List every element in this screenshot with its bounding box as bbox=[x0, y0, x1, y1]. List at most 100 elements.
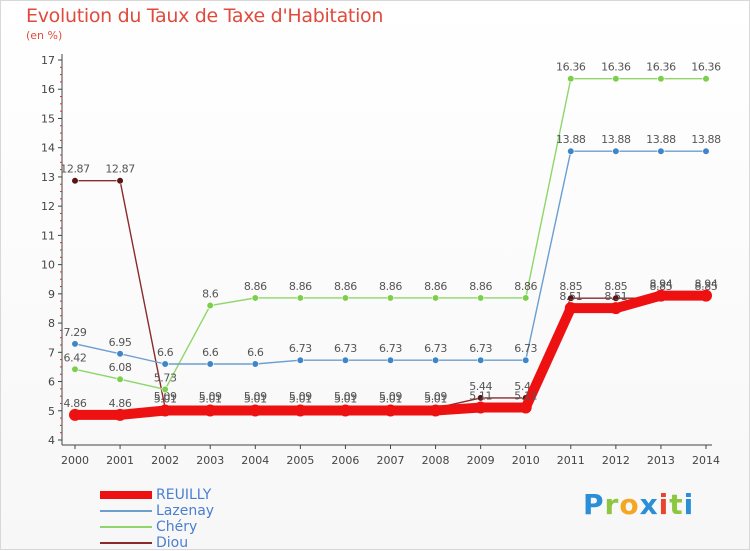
data-label: 6.73 bbox=[334, 342, 357, 355]
x-tick-label: 2002 bbox=[151, 454, 179, 467]
legend-item-chéry: Chéry bbox=[100, 519, 214, 535]
y-tick-label: 5 bbox=[48, 405, 55, 418]
x-tick-label: 2013 bbox=[647, 454, 675, 467]
data-point bbox=[702, 147, 710, 155]
data-label: 8.86 bbox=[244, 280, 267, 293]
legend-swatch bbox=[100, 510, 152, 512]
y-tick-label: 7 bbox=[48, 346, 55, 359]
data-label: 8.86 bbox=[469, 280, 492, 293]
data-label: 8.94 bbox=[695, 278, 718, 291]
x-tick-label: 2008 bbox=[422, 454, 450, 467]
data-point bbox=[161, 360, 169, 368]
data-point bbox=[206, 360, 214, 368]
x-tick-label: 2014 bbox=[692, 454, 720, 467]
logo-letter: t bbox=[669, 488, 684, 521]
data-point bbox=[159, 404, 172, 417]
data-point bbox=[204, 404, 217, 417]
legend-item-lazenay: Lazenay bbox=[100, 503, 214, 519]
data-label: 5.01 bbox=[244, 392, 267, 405]
y-tick-label: 12 bbox=[41, 200, 55, 213]
data-label: 5.01 bbox=[424, 392, 447, 405]
y-tick-label: 8 bbox=[48, 317, 55, 330]
data-label: 8.86 bbox=[424, 280, 447, 293]
data-point bbox=[654, 289, 667, 302]
data-label: 16.36 bbox=[556, 61, 586, 74]
data-label: 13.88 bbox=[601, 133, 631, 146]
data-label: 13.88 bbox=[691, 133, 721, 146]
data-point bbox=[477, 394, 485, 402]
legend-swatch bbox=[100, 526, 152, 528]
data-point bbox=[477, 356, 485, 364]
data-label: 6.6 bbox=[157, 346, 174, 359]
data-point bbox=[522, 356, 530, 364]
data-point bbox=[702, 75, 710, 83]
data-label: 12.87 bbox=[105, 163, 135, 176]
data-label: 6.73 bbox=[379, 342, 402, 355]
logo-letter: o bbox=[619, 488, 640, 521]
legend-item-reuilly: REUILLY bbox=[100, 487, 214, 503]
data-label: 6.08 bbox=[109, 361, 132, 374]
data-point bbox=[431, 294, 440, 302]
data-label: 16.36 bbox=[646, 61, 676, 74]
y-tick-label: 4 bbox=[48, 434, 55, 447]
data-point bbox=[294, 404, 307, 417]
data-label: 5.09 bbox=[244, 390, 267, 403]
data-label: 6.95 bbox=[109, 336, 132, 349]
x-tick-label: 2011 bbox=[557, 454, 585, 467]
data-label: 6.73 bbox=[424, 342, 447, 355]
data-label: 8.85 bbox=[559, 280, 582, 293]
data-label: 8.51 bbox=[604, 290, 627, 303]
data-label: 6.6 bbox=[202, 346, 219, 359]
chart-legend: REUILLY Lazenay Chéry Diou bbox=[100, 487, 214, 551]
data-label: 5.01 bbox=[199, 392, 222, 405]
data-point bbox=[567, 75, 575, 83]
data-point bbox=[657, 147, 665, 155]
data-point bbox=[567, 294, 575, 302]
legend-label: Chéry bbox=[156, 519, 198, 535]
data-point bbox=[522, 294, 530, 302]
data-point bbox=[431, 356, 440, 364]
data-label: 12.87 bbox=[60, 163, 90, 176]
x-tick-label: 2009 bbox=[467, 454, 495, 467]
data-point bbox=[609, 302, 622, 315]
data-point bbox=[386, 294, 395, 302]
proxiti-logo: Proxiti bbox=[583, 488, 694, 521]
x-tick-label: 2005 bbox=[286, 454, 314, 467]
data-point bbox=[116, 350, 124, 358]
data-label: 5.44 bbox=[469, 380, 492, 393]
data-label: 5.01 bbox=[379, 392, 402, 405]
series-line-lazenay bbox=[74, 150, 707, 365]
data-label: 13.88 bbox=[646, 133, 676, 146]
x-tick-label: 2003 bbox=[196, 454, 224, 467]
data-label: 16.36 bbox=[691, 61, 721, 74]
x-tick-label: 2001 bbox=[106, 454, 134, 467]
data-point bbox=[249, 404, 262, 417]
data-label: 8.86 bbox=[334, 280, 357, 293]
data-point bbox=[251, 294, 259, 302]
data-label: 6.42 bbox=[64, 351, 87, 364]
data-label: 5.73 bbox=[154, 371, 177, 384]
data-point bbox=[657, 75, 665, 83]
data-point bbox=[116, 177, 124, 185]
data-label: 5.11 bbox=[469, 390, 492, 403]
logo-letter: P bbox=[583, 488, 605, 521]
data-point bbox=[71, 365, 79, 373]
data-point bbox=[71, 340, 79, 348]
data-point bbox=[477, 294, 485, 302]
data-label: 8.85 bbox=[604, 280, 627, 293]
data-point bbox=[341, 356, 350, 364]
data-point bbox=[612, 147, 620, 155]
data-label: 5.09 bbox=[289, 390, 312, 403]
data-point bbox=[564, 302, 577, 315]
y-tick-label: 14 bbox=[41, 142, 55, 155]
data-label: 8.86 bbox=[379, 280, 402, 293]
data-point bbox=[612, 294, 620, 302]
chart-subtitle: (en %) bbox=[26, 29, 63, 42]
data-label: 5.11 bbox=[514, 390, 537, 403]
data-point bbox=[341, 294, 350, 302]
data-label: 8.94 bbox=[649, 278, 672, 291]
x-tick-label: 2000 bbox=[61, 454, 89, 467]
data-point bbox=[296, 356, 304, 364]
data-point bbox=[700, 289, 712, 302]
